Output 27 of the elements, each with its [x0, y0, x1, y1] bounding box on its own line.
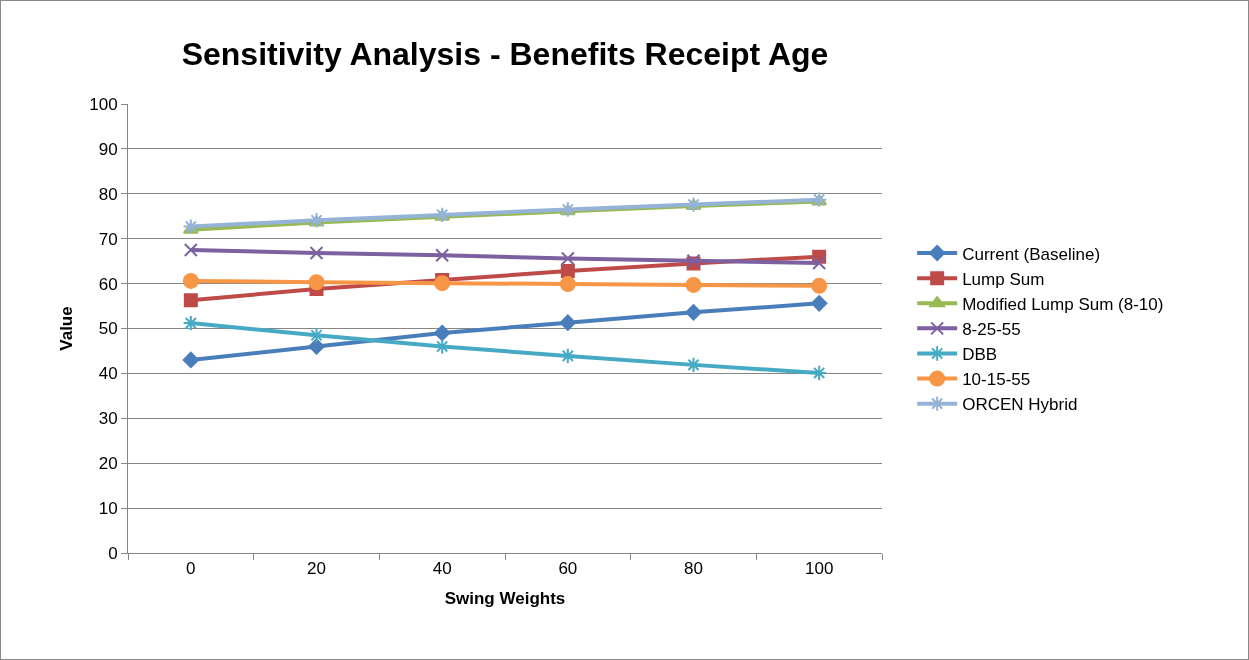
x-tick-label: 20	[307, 559, 326, 579]
x-tick-label: 100	[804, 559, 834, 579]
y-tick-label: 30	[98, 409, 118, 429]
x-tick-label: 40	[432, 559, 452, 579]
y-axis-title: Value	[56, 306, 76, 351]
legend-label: Modified Lump Sum (8-10)	[962, 294, 1164, 314]
legend-label: 10-15-55	[962, 370, 1031, 390]
legend-label: ORCEN Hybrid	[962, 395, 1078, 415]
y-tick-label: 40	[98, 364, 118, 384]
y-tick-label: 100	[89, 94, 118, 114]
y-tick-label: 20	[98, 454, 118, 474]
y-tick-label: 10	[98, 499, 118, 519]
legend-label: Lump Sum	[962, 269, 1045, 289]
x-tick-label: 80	[684, 559, 703, 579]
x-tick-label: 0	[186, 559, 196, 579]
x-tick-label: 60	[558, 559, 578, 579]
chart-title: Sensitivity Analysis - Benefits Receipt Age	[181, 35, 829, 72]
y-tick-label: 80	[98, 184, 118, 204]
y-tick-label: 70	[98, 229, 118, 249]
x-axis-title: Swing Weights	[444, 588, 566, 608]
y-tick-label: 50	[98, 319, 118, 339]
legend-label: Current (Baseline)	[962, 244, 1101, 264]
legend-label: DBB	[962, 345, 998, 365]
y-tick-label: 90	[98, 139, 118, 159]
legend-label: 8-25-55	[962, 319, 1021, 339]
y-tick-label: 0	[108, 543, 118, 563]
y-tick-label: 60	[98, 274, 118, 294]
